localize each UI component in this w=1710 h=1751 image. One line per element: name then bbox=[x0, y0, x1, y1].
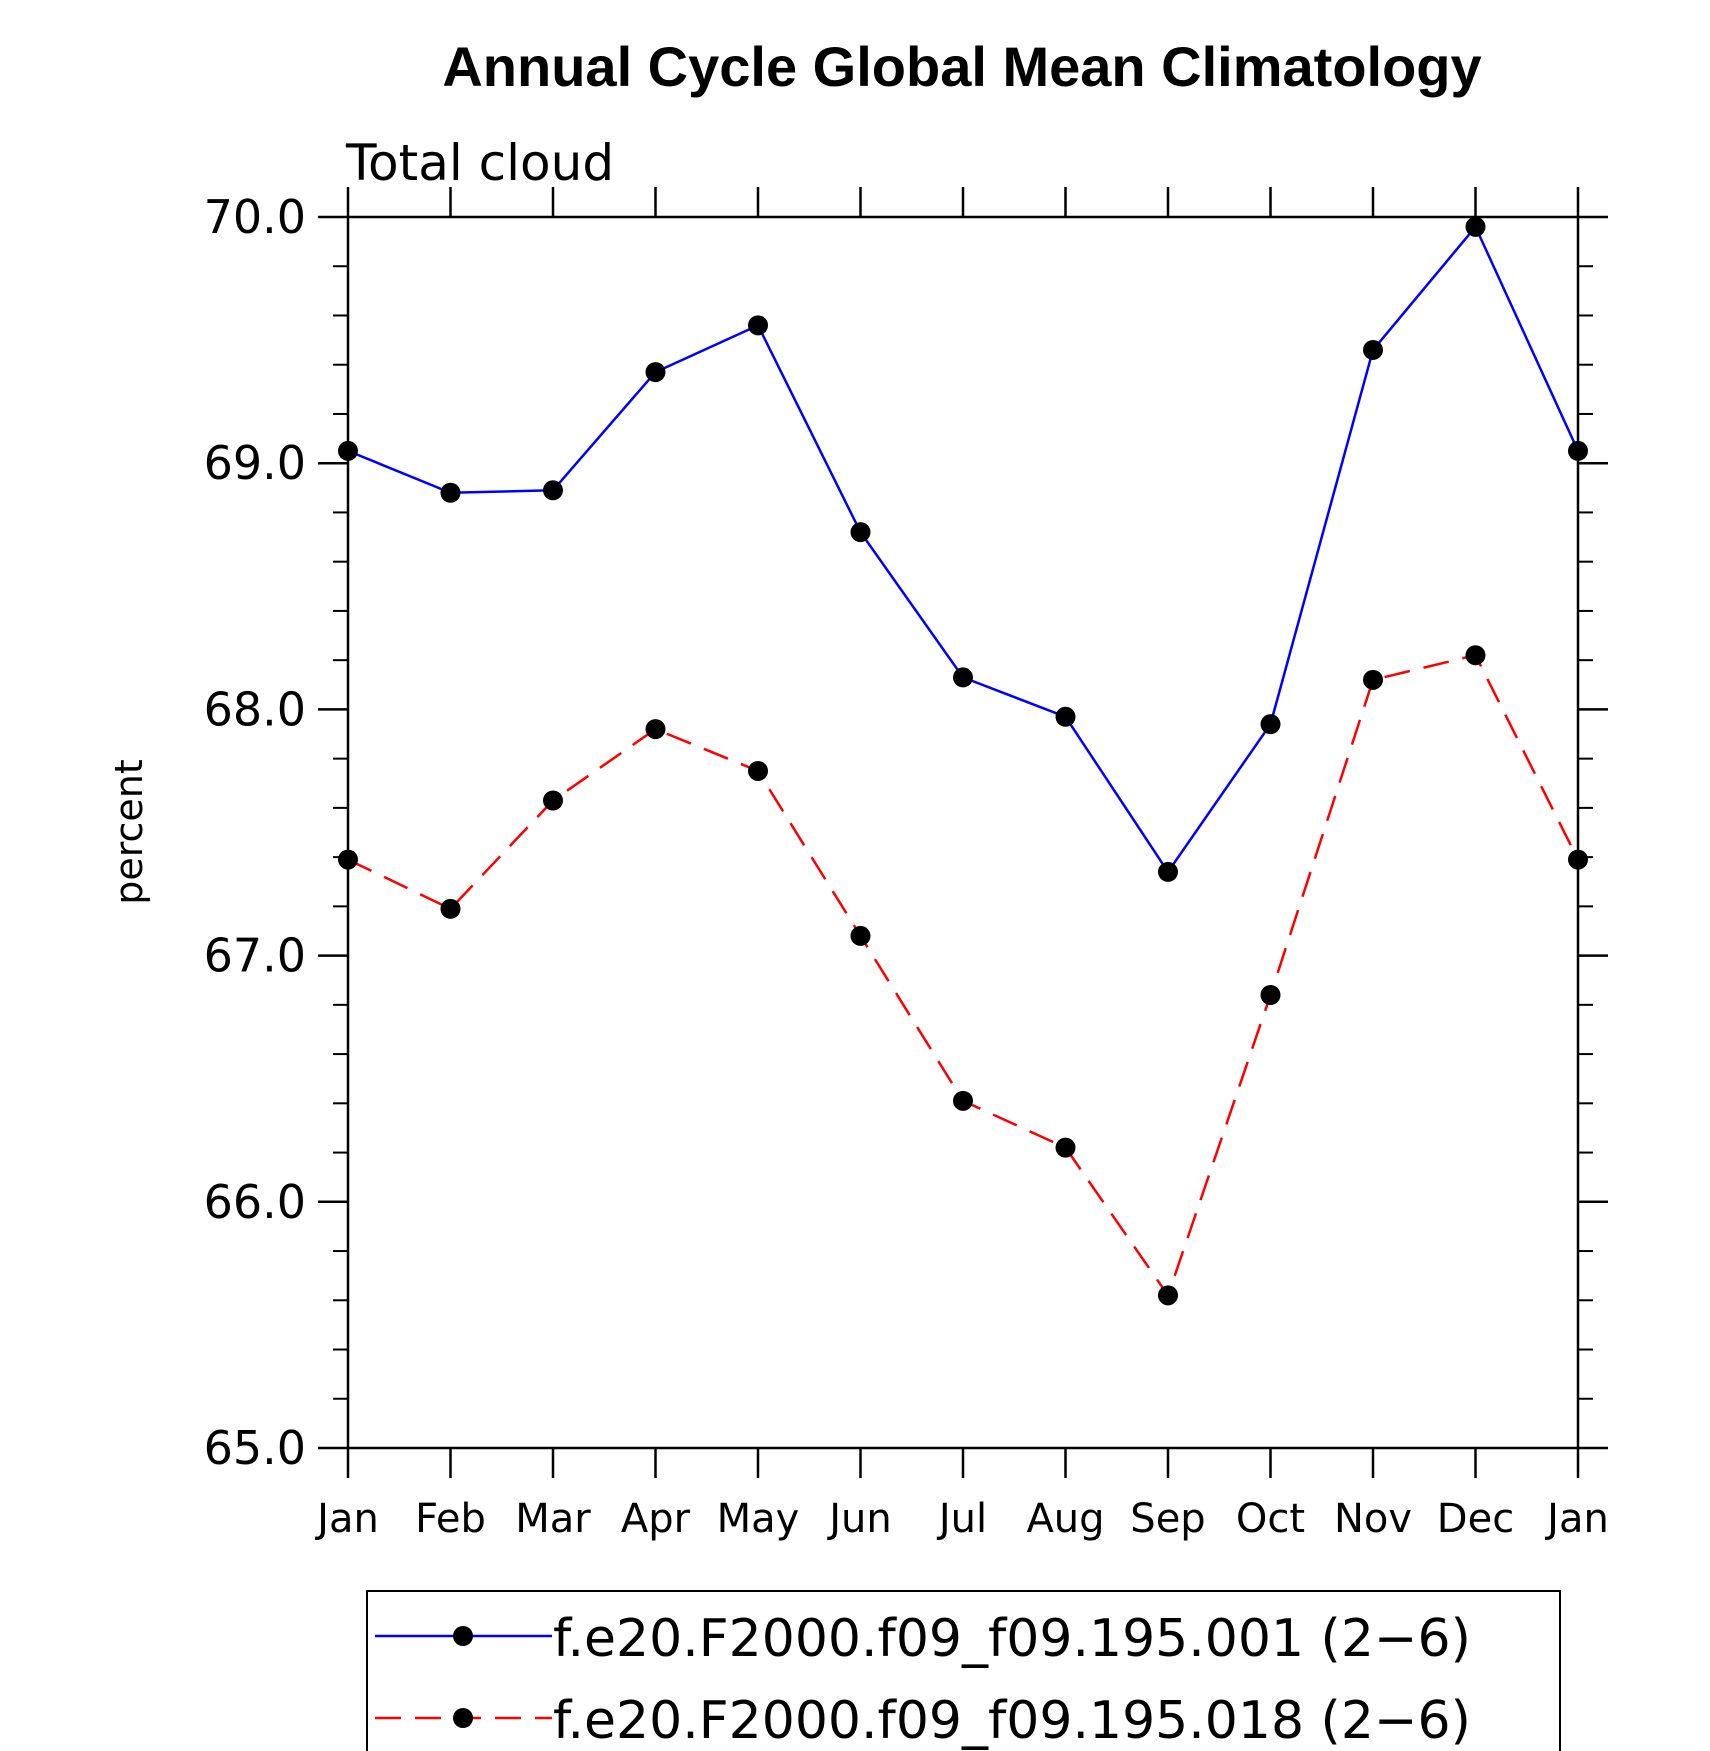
x-tick-label: Aug bbox=[1026, 1496, 1104, 1542]
y-tick-label: 68.0 bbox=[204, 682, 306, 736]
series-2-point bbox=[440, 898, 461, 919]
chart-title: Annual Cycle Global Mean Climatology bbox=[442, 35, 1481, 98]
x-tick-label: Jul bbox=[936, 1496, 987, 1542]
series-2-point bbox=[953, 1090, 973, 1111]
series-2-point bbox=[543, 790, 563, 811]
series-1-point bbox=[1465, 216, 1486, 237]
series-2-point bbox=[645, 719, 666, 740]
y-tick-label: 66.0 bbox=[204, 1175, 306, 1229]
series-1-point bbox=[543, 480, 563, 501]
series-2-point bbox=[338, 849, 358, 870]
series-2-point bbox=[850, 925, 871, 946]
legend-marker-1 bbox=[453, 1626, 473, 1646]
series-1-point bbox=[338, 440, 358, 461]
y-tick-label: 70.0 bbox=[204, 190, 306, 244]
legend-box bbox=[366, 1590, 1561, 1751]
chart-subtitle: Total cloud bbox=[345, 134, 614, 192]
series-1-point bbox=[645, 362, 666, 383]
y-axis-label: percent bbox=[107, 759, 151, 905]
series-2-point bbox=[748, 760, 768, 781]
series-2-point bbox=[1055, 1137, 1076, 1158]
series-2-point bbox=[1465, 645, 1486, 666]
series-layer bbox=[338, 216, 1588, 1306]
x-tick-label: Apr bbox=[621, 1496, 691, 1542]
y-tick-label: 69.0 bbox=[204, 436, 306, 490]
series-1-point bbox=[1260, 714, 1281, 735]
x-tick-label: Oct bbox=[1236, 1496, 1305, 1542]
x-tick-label: Jan bbox=[314, 1496, 379, 1542]
x-tick-label: Nov bbox=[1334, 1496, 1412, 1542]
x-tick-label: Mar bbox=[515, 1496, 591, 1542]
y-tick-label: 65.0 bbox=[204, 1421, 306, 1475]
series-1-point bbox=[748, 315, 768, 336]
series-1-point bbox=[440, 482, 461, 503]
series-2-point bbox=[1260, 984, 1281, 1005]
y-tick-label: 67.0 bbox=[204, 929, 306, 983]
series-1-point bbox=[1363, 339, 1383, 360]
plot-frame bbox=[346, 215, 1580, 1450]
legend: f.e20.F2000.f09_f09.195.001 (2−6) f.e20.F… bbox=[375, 1609, 1471, 1751]
series-1-point bbox=[1055, 706, 1076, 727]
series-1-point bbox=[850, 522, 871, 543]
legend-label-2: f.e20.F2000.f09_f09.195.018 (2−6) bbox=[553, 1691, 1471, 1751]
x-tick-label: Feb bbox=[415, 1496, 486, 1542]
legend-label-1: f.e20.F2000.f09_f09.195.001 (2−6) bbox=[553, 1609, 1471, 1669]
series-1-point bbox=[953, 667, 973, 688]
x-tick-labels: Jan Feb Mar Apr May Jun Jul Aug Sep Oct Nov Dec Jan bbox=[314, 1496, 1609, 1542]
series-1-point bbox=[1158, 861, 1178, 882]
x-tick-label: Jan bbox=[1544, 1496, 1609, 1542]
series-line-2 bbox=[347, 653, 1580, 1299]
axis-ticks bbox=[318, 187, 1608, 1478]
x-tick-label: Dec bbox=[1437, 1496, 1514, 1542]
series-2-point bbox=[1158, 1285, 1178, 1306]
x-tick-label: May bbox=[717, 1496, 800, 1542]
series-1-point bbox=[1568, 440, 1588, 461]
x-tick-label: Sep bbox=[1130, 1496, 1205, 1542]
series-2-point bbox=[1363, 669, 1383, 690]
series-line-1 bbox=[347, 224, 1580, 875]
y-tick-labels: 65.0 66.0 67.0 68.0 69.0 70.0 bbox=[204, 190, 306, 1475]
legend-marker-2 bbox=[453, 1708, 473, 1728]
x-tick-label: Jun bbox=[826, 1496, 892, 1542]
series-2-point bbox=[1568, 849, 1588, 870]
